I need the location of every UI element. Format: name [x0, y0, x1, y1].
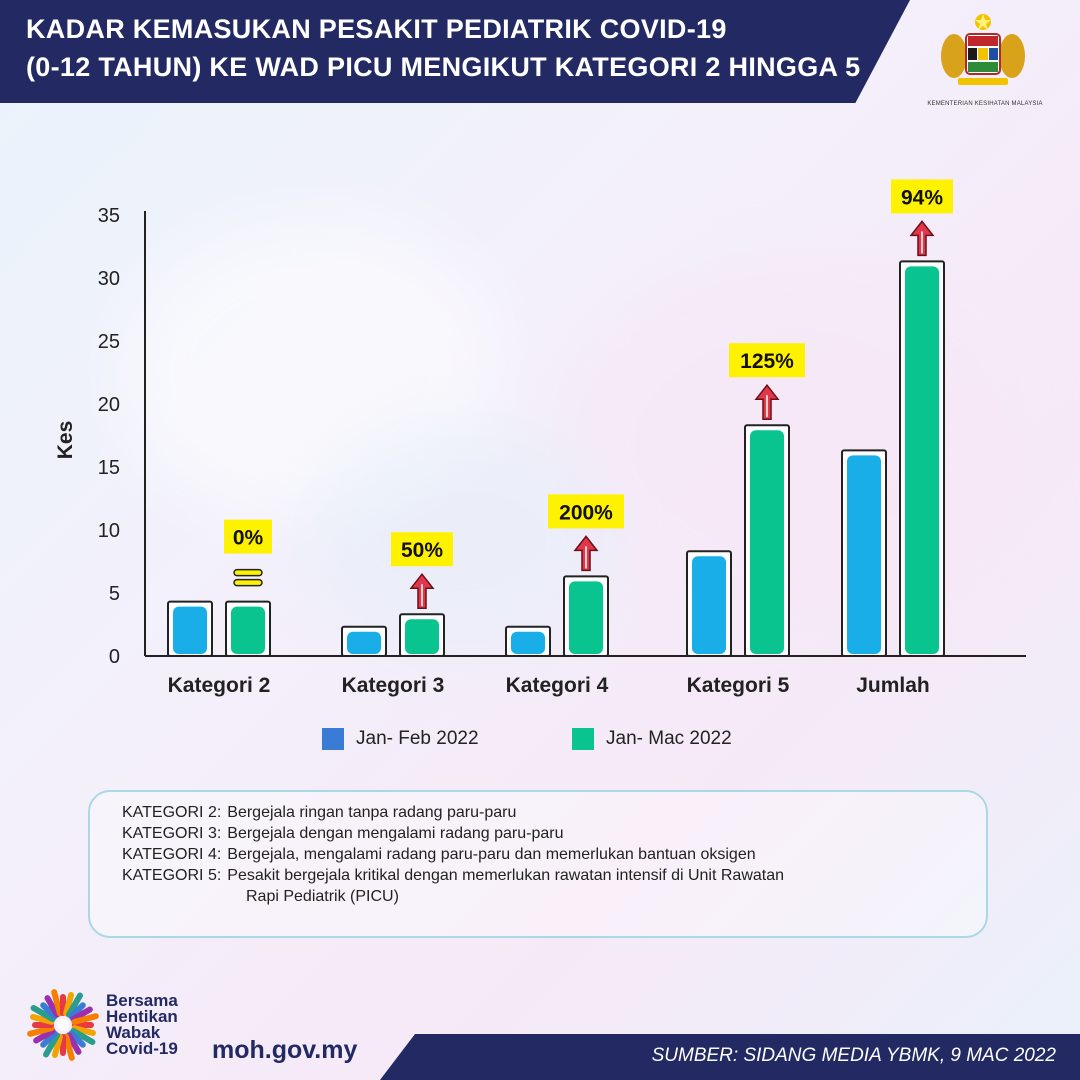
bar-jan-mac: [231, 606, 265, 654]
logo-spoke: [71, 1025, 96, 1037]
percent-badge-label: 0%: [233, 527, 264, 550]
bar-chart: 0 5 10 15 20 25 30 35 Kes Kategori 2 0% Kategori 3 5…: [54, 179, 1026, 697]
campaign-logo-icon: [27, 989, 99, 1061]
logo-spoke: [63, 1033, 75, 1061]
logo-spoke: [33, 1028, 56, 1044]
logo-spoke: [71, 1013, 99, 1025]
logo-spoke: [40, 1002, 58, 1020]
legend-item-jan-feb: Jan- Feb 2022: [322, 728, 479, 750]
bar-jan-feb: [173, 606, 207, 654]
campaign-slogan: Bersama Hentikan Wabak Covid-19: [106, 991, 178, 1058]
logo-spoke: [40, 1030, 58, 1048]
ministry-crest-logo: [941, 14, 1025, 85]
equal-icon: [233, 578, 263, 587]
footer-banner: [380, 1034, 1080, 1080]
note-continuation: Rapi Pediatrik (PICU): [246, 888, 399, 905]
note-key: KATEGORI 2:: [122, 804, 222, 821]
legend-label: Jan- Feb 2022: [356, 728, 479, 749]
y-tick-label: 10: [98, 520, 120, 542]
legend-swatch-blue: [322, 728, 344, 750]
percent-badge: [548, 494, 624, 529]
title-banner: [0, 0, 910, 103]
bar-jan-mac: [405, 619, 439, 654]
logo-spoke: [66, 1032, 82, 1055]
percent-badge: [729, 343, 805, 378]
logo-spoke: [30, 1013, 55, 1025]
category-notes-box: KATEGORI 2: Bergejala ringan tanpa radan…: [88, 790, 988, 938]
campaign-line: Hentikan: [106, 1007, 178, 1026]
page-title-line-1: KADAR KEMASUKAN PESAKIT PEDIATRIK COVID-…: [26, 14, 727, 44]
percent-badge: [391, 532, 453, 567]
bar-jan-feb: [511, 631, 545, 654]
bar-jan-feb: [692, 556, 726, 654]
note-text: Bergejala, mengalami radang paru-paru da…: [227, 846, 756, 863]
legend-swatch-green: [572, 728, 594, 750]
note-text: Pesakit bergejala kritikal dengan memerl…: [227, 867, 785, 884]
logo-spoke: [30, 1005, 56, 1022]
percent-badge-label: 200%: [559, 501, 613, 524]
note-key: KATEGORI 3:: [122, 825, 222, 842]
page-title-line-2: (0-12 TAHUN) KE WAD PICU MENGIKUT KATEGO…: [26, 52, 861, 82]
bar-jan-feb: [847, 455, 881, 654]
campaign-line: Wabak: [106, 1023, 161, 1042]
logo-spoke: [51, 989, 63, 1017]
logo-spoke: [51, 1033, 63, 1058]
logo-spoke: [27, 1025, 55, 1037]
note-text: Bergejala ringan tanpa radang paru-paru: [227, 804, 517, 821]
percent-badge-label: 50%: [401, 539, 443, 562]
y-tick-label: 0: [109, 646, 120, 668]
x-category-label: Kategori 3: [342, 674, 445, 697]
x-category-label: Kategori 2: [168, 674, 271, 697]
note-row: KATEGORI 4: Bergejala, mengalami radang …: [122, 844, 986, 865]
y-tick-label: 25: [98, 331, 120, 353]
website-link[interactable]: moh.gov.my: [212, 1036, 358, 1064]
x-category-label: Kategori 5: [687, 674, 790, 697]
bar-jan-mac: [905, 266, 939, 654]
y-tick-label: 20: [98, 394, 120, 416]
note-row: KATEGORI 5: Pesakit bergejala kritikal d…: [122, 865, 986, 886]
y-tick-label: 30: [98, 268, 120, 290]
x-category-label: Jumlah: [856, 674, 930, 697]
y-axis-label: Kes: [54, 421, 77, 460]
logo-spoke: [68, 1030, 86, 1048]
y-tick-label: 15: [98, 457, 120, 479]
percent-badge-label: 94%: [901, 186, 943, 209]
logo-spoke: [68, 1002, 86, 1020]
percent-badge-label: 125%: [740, 350, 794, 373]
legend-item-jan-mac: Jan- Mac 2022: [572, 728, 732, 750]
note-key: KATEGORI 5:: [122, 867, 222, 884]
note-row: KATEGORI 2: Bergejala ringan tanpa radan…: [122, 802, 986, 823]
logo-spoke: [44, 995, 60, 1018]
logo-spoke: [43, 1032, 60, 1058]
campaign-line: Bersama: [106, 991, 178, 1010]
bar-jan-feb: [347, 631, 381, 654]
y-tick-label: 5: [109, 583, 120, 605]
x-category-label: Kategori 4: [506, 674, 609, 697]
logo-spoke: [70, 1028, 96, 1045]
bar-jan-mac: [569, 581, 603, 654]
note-text: Bergejala dengan mengalami radang paru-p…: [227, 825, 564, 842]
bar-jan-mac: [750, 430, 784, 654]
logo-spoke: [63, 992, 75, 1017]
campaign-line: Covid-19: [106, 1039, 178, 1058]
source-caption: SUMBER: SIDANG MEDIA YBMK, 9 MAC 2022: [651, 1045, 1056, 1066]
legend-label: Jan- Mac 2022: [606, 728, 732, 749]
logo-spoke: [66, 992, 83, 1018]
crest-caption: KEMENTERIAN KESIHATAN MALAYSIA: [927, 101, 1043, 107]
equal-icon: [233, 568, 263, 577]
logo-spoke: [70, 1006, 93, 1022]
note-row: KATEGORI 3: Bergejala dengan mengalami r…: [122, 823, 986, 844]
percent-badge: [224, 519, 272, 554]
percent-badge: [891, 179, 953, 214]
note-key: KATEGORI 4:: [122, 846, 222, 863]
y-tick-label: 35: [98, 205, 120, 227]
